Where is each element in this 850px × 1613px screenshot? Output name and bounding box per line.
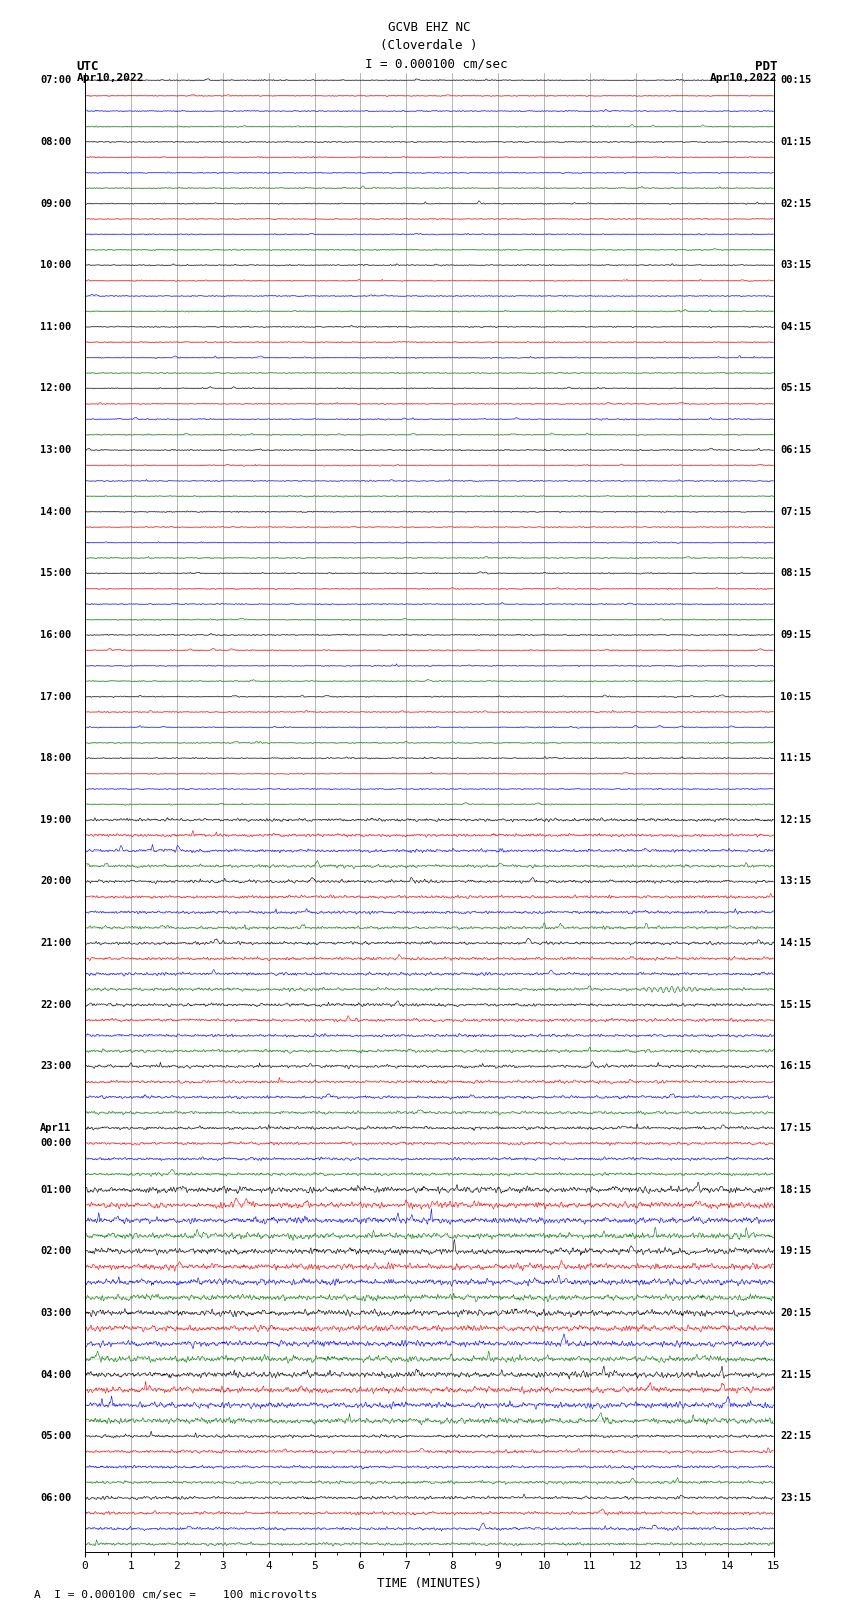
Text: 11:00: 11:00 [40,323,71,332]
Text: 21:00: 21:00 [40,939,71,948]
Text: 16:00: 16:00 [40,631,71,640]
Text: 09:15: 09:15 [780,631,812,640]
Text: 14:00: 14:00 [40,506,71,516]
Text: 23:00: 23:00 [40,1061,71,1071]
Text: 17:00: 17:00 [40,692,71,702]
Text: 15:00: 15:00 [40,568,71,579]
Text: 05:15: 05:15 [780,384,812,394]
Text: A  I = 0.000100 cm/sec =    100 microvolts: A I = 0.000100 cm/sec = 100 microvolts [34,1590,318,1600]
Text: 03:15: 03:15 [780,260,812,271]
Text: 14:15: 14:15 [780,939,812,948]
Text: 02:15: 02:15 [780,198,812,208]
Text: 13:15: 13:15 [780,876,812,887]
Text: 06:00: 06:00 [40,1492,71,1503]
Text: 21:15: 21:15 [780,1369,812,1379]
Text: 05:00: 05:00 [40,1431,71,1440]
Text: 01:15: 01:15 [780,137,812,147]
Text: 02:00: 02:00 [40,1247,71,1257]
Text: 19:00: 19:00 [40,815,71,824]
Text: 20:00: 20:00 [40,876,71,887]
Text: 09:00: 09:00 [40,198,71,208]
Text: 22:00: 22:00 [40,1000,71,1010]
Title: GCVB EHZ NC
(Cloverdale )
  I = 0.000100 cm/sec: GCVB EHZ NC (Cloverdale ) I = 0.000100 c… [350,21,508,69]
Text: 04:15: 04:15 [780,323,812,332]
X-axis label: TIME (MINUTES): TIME (MINUTES) [377,1578,482,1590]
Text: 12:15: 12:15 [780,815,812,824]
Text: 08:00: 08:00 [40,137,71,147]
Text: 22:15: 22:15 [780,1431,812,1440]
Text: 08:15: 08:15 [780,568,812,579]
Text: 06:15: 06:15 [780,445,812,455]
Text: Apr10,2022: Apr10,2022 [711,73,778,82]
Text: 04:00: 04:00 [40,1369,71,1379]
Text: 00:15: 00:15 [780,76,812,85]
Text: PDT: PDT [756,60,778,73]
Text: Apr11: Apr11 [40,1123,71,1132]
Text: 03:00: 03:00 [40,1308,71,1318]
Text: 10:15: 10:15 [780,692,812,702]
Text: 18:00: 18:00 [40,753,71,763]
Text: 19:15: 19:15 [780,1247,812,1257]
Text: Apr10,2022: Apr10,2022 [76,73,144,82]
Text: 20:15: 20:15 [780,1308,812,1318]
Text: 23:15: 23:15 [780,1492,812,1503]
Text: 15:15: 15:15 [780,1000,812,1010]
Text: 07:00: 07:00 [40,76,71,85]
Text: 07:15: 07:15 [780,506,812,516]
Text: 18:15: 18:15 [780,1184,812,1195]
Text: 12:00: 12:00 [40,384,71,394]
Text: 01:00: 01:00 [40,1184,71,1195]
Text: 17:15: 17:15 [780,1123,812,1132]
Text: 00:00: 00:00 [40,1139,71,1148]
Text: 11:15: 11:15 [780,753,812,763]
Text: 16:15: 16:15 [780,1061,812,1071]
Text: UTC: UTC [76,60,99,73]
Text: 13:00: 13:00 [40,445,71,455]
Text: 10:00: 10:00 [40,260,71,271]
